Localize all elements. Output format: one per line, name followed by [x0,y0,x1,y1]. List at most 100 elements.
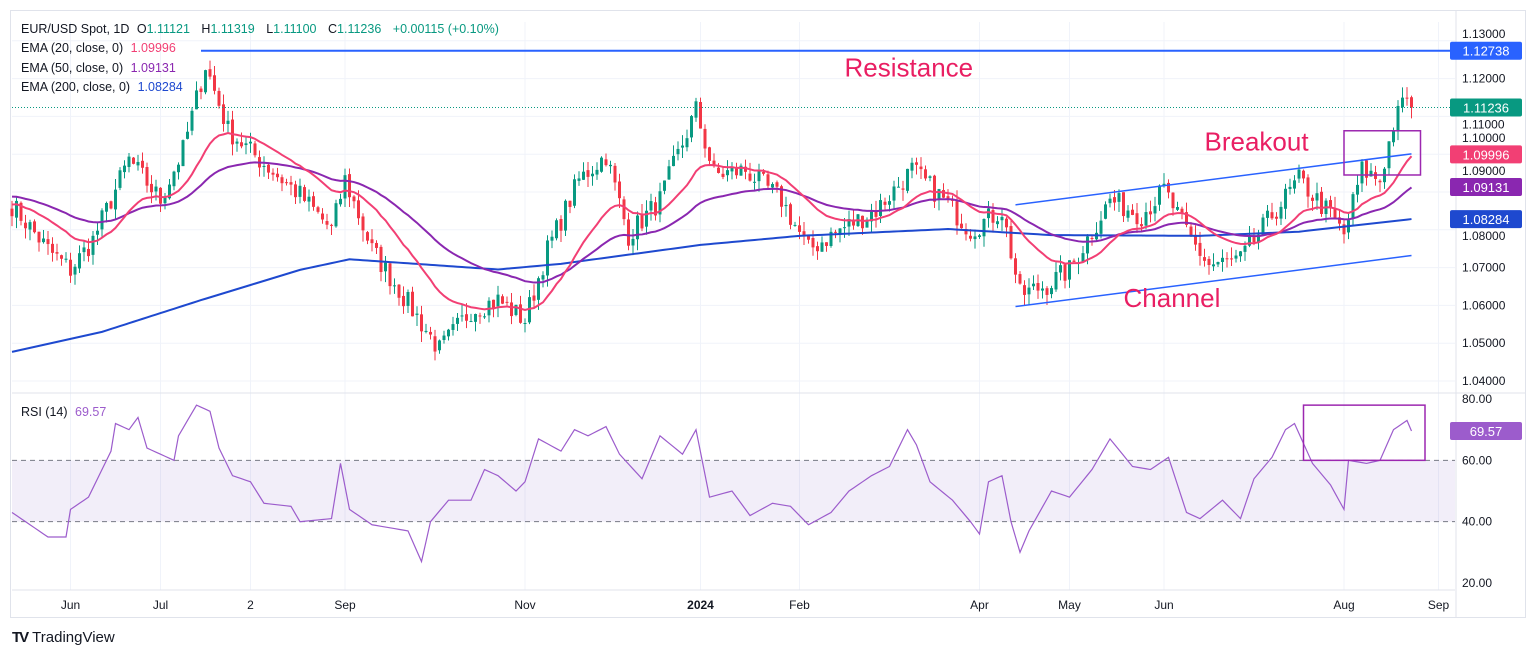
candle-body [586,170,590,177]
candle-body [1342,224,1346,235]
symbol-legend: EUR/USD Spot, 1D O1.11121 H1.11319 L1.11… [21,22,503,36]
candle-body [240,142,243,147]
candle-body [546,240,549,276]
candle-body [411,291,414,317]
candle-body [663,180,666,191]
candle-body [600,157,603,172]
time-tick-label: Apr [970,598,989,612]
close-value: C1.11236 [328,22,385,36]
candle-body [19,202,23,221]
candle-body [969,235,972,239]
candle-body [685,138,689,148]
price-tick-label: 1.05000 [1462,336,1506,350]
tradingview-logo-icon: TV [12,629,29,646]
candle-body [1117,193,1121,202]
candle-body [726,170,729,176]
candle-body [397,284,401,298]
candle-body [492,299,495,308]
ema50-badge-text: 1.09131 [1463,180,1510,195]
candle-body [1306,177,1310,197]
ema200-legend[interactable]: EMA (200, close, 0) 1.08284 [21,80,187,94]
candle-body [123,165,126,173]
high-number: 1.11319 [210,22,255,36]
candle-body [1338,217,1341,224]
candle-body [1135,213,1139,225]
candle-body [708,147,711,161]
candle-body [150,183,153,193]
candle-body [1266,210,1269,218]
candle-body [208,69,212,77]
candle-body [771,184,774,188]
candle-body [559,219,563,231]
candle-body [1221,257,1224,263]
candle-body [942,190,945,198]
candle-body [1284,188,1287,209]
candle-body [703,128,707,149]
candle-body [343,175,347,199]
time-tick-label: 2 [247,598,254,612]
candle-body [1329,200,1332,209]
candle-body [78,253,81,269]
candle-body [447,329,450,337]
candle-body [892,186,896,201]
candle-body [159,187,162,204]
candle-body [163,197,167,204]
candle-body [1122,192,1125,217]
tradingview-logo[interactable]: TV TradingView [12,629,115,646]
candle-body [1365,160,1368,178]
candle-body [285,182,288,184]
candle-body [375,242,378,248]
candle-body [564,200,567,231]
candle-body [1203,257,1206,261]
candle-body [303,187,306,201]
candle-body [739,165,743,176]
candle-body [1149,211,1152,215]
candle-body [51,243,54,253]
rsi-legend[interactable]: RSI (14) 69.57 [21,405,110,419]
candle-body [766,174,770,186]
candle-body [1032,283,1035,287]
candle-body [460,315,464,317]
candle-body [1162,183,1166,186]
candle-body [928,176,932,178]
candle-body [334,203,338,227]
candle-body [348,174,351,198]
candle-body [829,231,833,246]
rsi-tick-label: 20.00 [1462,576,1492,590]
candle-body [262,165,266,167]
candle-body [780,186,783,207]
time-tick-label: Nov [514,598,535,612]
candle-body [316,207,320,212]
candle-body [1396,105,1400,131]
candle-body [1113,197,1116,203]
candle-body [91,235,95,255]
candle-body [136,161,140,166]
ema20-legend[interactable]: EMA (20, close, 0) 1.09996 [21,41,180,55]
candle-body [789,204,792,225]
high-value: H1.11319 [201,22,258,36]
candle-body [532,295,536,301]
candle-body [1239,251,1242,257]
close-label: C [327,22,338,36]
candle-body [613,165,617,183]
candle-body [1072,260,1076,262]
candle-body [1054,271,1058,290]
candle-body [415,313,419,315]
ema50-line [11,161,1413,284]
candle-body [37,231,41,243]
ema50-legend[interactable]: EMA (50, close, 0) 1.09131 [21,61,180,75]
candle-body [1275,216,1278,219]
candle-body [514,304,518,315]
candle-body [501,296,504,304]
candle-body [1369,170,1373,177]
time-tick-label: 2024 [687,598,714,612]
candle-body [843,227,846,229]
candle-body [690,116,693,138]
candle-body [1225,258,1229,260]
candle-body [1059,265,1062,273]
candle-body [46,239,50,245]
candle-body [568,200,572,207]
candle-body [1401,97,1404,108]
candle-body [249,141,252,144]
